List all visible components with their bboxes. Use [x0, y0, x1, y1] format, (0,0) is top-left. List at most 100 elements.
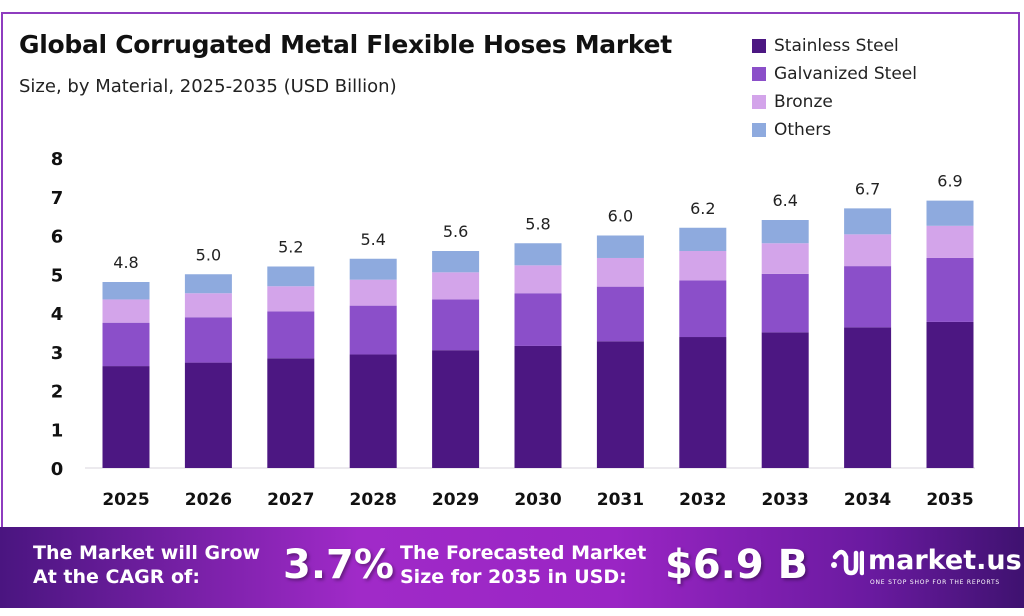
legend-item-others: Others: [752, 116, 917, 144]
brand-logo: market.us ONE STOP SHOP FOR THE REPORTS: [830, 545, 1022, 586]
market-us-logo-icon: [831, 549, 865, 576]
bar-segment-galvanized-steel: [926, 257, 974, 322]
bar-segment-stainless-steel: [267, 358, 315, 468]
bar-segment-bronze: [514, 265, 562, 294]
bar-segment-others: [679, 227, 727, 251]
bar-segment-galvanized-steel: [596, 286, 644, 342]
bar-segment-others: [432, 251, 480, 273]
bar-segment-others: [514, 243, 562, 266]
bar-segment-others: [844, 208, 892, 235]
bar-segment-bronze: [679, 251, 727, 281]
bar-segment-stainless-steel: [926, 321, 974, 468]
bar-segment-others: [184, 274, 232, 294]
bar-total-label: 6.4: [772, 191, 797, 210]
bar-total-label: 4.8: [113, 253, 138, 272]
bar-total-label: 5.8: [525, 214, 550, 233]
bar-segment-galvanized-steel: [514, 293, 562, 346]
legend-item-bronze: Bronze: [752, 88, 917, 116]
bar-segment-bronze: [432, 272, 480, 300]
x-tick-label: 2034: [844, 490, 891, 510]
bar-total-label: 6.2: [690, 199, 715, 218]
legend-swatch: [752, 67, 766, 81]
y-tick-label: 3: [51, 343, 64, 364]
x-tick-label: 2026: [185, 490, 232, 510]
y-tick-label: 8: [51, 149, 64, 170]
bar-total-label: 5.4: [360, 230, 385, 249]
bar-segment-others: [102, 282, 150, 300]
bar-segment-stainless-steel: [679, 337, 727, 468]
chart-title: Global Corrugated Metal Flexible Hoses M…: [19, 30, 672, 59]
bar-segment-bronze: [184, 293, 232, 318]
bar-total-label: 5.2: [278, 238, 303, 257]
cagr-value: 3.7%: [283, 542, 394, 588]
bar-segment-galvanized-steel: [761, 273, 809, 333]
x-tick-label: 2032: [679, 490, 726, 510]
legend-label: Stainless Steel: [774, 36, 899, 56]
bar-segment-others: [761, 220, 809, 244]
legend: Stainless Steel Galvanized Steel Bronze …: [752, 32, 917, 144]
bar-total-label: 5.6: [443, 222, 468, 241]
bar-segment-bronze: [844, 234, 892, 267]
forecast-label-line1: The Forecasted Market: [400, 542, 647, 564]
brand-name: market.us: [868, 545, 1022, 576]
bar-segment-galvanized-steel: [267, 311, 315, 359]
cagr-label-line2: At the CAGR of:: [33, 566, 200, 588]
chart-subtitle: Size, by Material, 2025-2035 (USD Billio…: [19, 76, 397, 97]
bar-segment-stainless-steel: [514, 345, 562, 468]
bar-segment-stainless-steel: [432, 350, 480, 468]
brand-tagline: ONE STOP SHOP FOR THE REPORTS: [870, 579, 1001, 586]
legend-swatch: [752, 39, 766, 53]
x-tick-label: 2027: [267, 490, 314, 510]
bar-segment-stainless-steel: [761, 332, 809, 468]
bar-segment-bronze: [102, 299, 150, 323]
legend-label: Others: [774, 120, 832, 140]
bar-segment-bronze: [926, 225, 974, 258]
bar-segment-bronze: [349, 279, 397, 306]
bar-segment-others: [349, 258, 397, 280]
y-tick-label: 4: [51, 304, 64, 325]
forecast-label-line2: Size for 2035 in USD:: [400, 566, 627, 588]
y-tick-label: 0: [51, 459, 64, 480]
bar-segment-stainless-steel: [596, 341, 644, 468]
x-tick-label: 2035: [926, 490, 973, 510]
bar-segment-stainless-steel: [844, 327, 892, 468]
chart-frame: [1, 12, 1020, 532]
stacked-bar-chart: 0 1 2 3 4 5 6 7 8 4.8 2025 5.0 2026 5.2 2027 5.4 2028 5.6…: [51, 149, 975, 510]
cagr-label: The Market will Grow At the CAGR of:: [33, 541, 260, 589]
x-tick-label: 2031: [597, 490, 644, 510]
x-tick-label: 2029: [432, 490, 479, 510]
bar-segment-galvanized-steel: [102, 322, 150, 367]
legend-label: Galvanized Steel: [774, 64, 917, 84]
bar-segment-galvanized-steel: [679, 280, 727, 338]
bar-segment-bronze: [761, 243, 809, 274]
bar-total-label: 6.0: [608, 207, 633, 226]
cagr-label-line1: The Market will Grow: [33, 542, 261, 564]
legend-swatch: [752, 123, 766, 137]
footer-banner: The Market will Grow At the CAGR of: 3.7…: [0, 527, 1024, 608]
bar-segment-stainless-steel: [349, 354, 397, 468]
x-tick-label: 2025: [102, 490, 149, 510]
y-tick-label: 1: [51, 420, 64, 441]
legend-item-galvanized-steel: Galvanized Steel: [752, 60, 917, 88]
legend-swatch: [752, 95, 766, 109]
bar-segment-stainless-steel: [102, 366, 150, 468]
bar-segment-galvanized-steel: [844, 266, 892, 328]
x-tick-label: 2033: [762, 490, 809, 510]
bar-segment-others: [267, 266, 315, 287]
bar-segment-galvanized-steel: [432, 299, 480, 351]
bar-total-label: 5.0: [196, 245, 221, 264]
y-tick-label: 5: [51, 265, 64, 286]
x-tick-label: 2030: [514, 490, 561, 510]
forecast-value: $6.9 B: [665, 542, 809, 588]
x-tick-label: 2028: [350, 490, 397, 510]
bar-total-label: 6.7: [855, 179, 880, 198]
y-tick-label: 2: [51, 382, 64, 403]
bar-segment-others: [596, 235, 644, 258]
bar-segment-stainless-steel: [184, 362, 232, 468]
legend-label: Bronze: [774, 92, 833, 112]
forecast-label: The Forecasted Market Size for 2035 in U…: [400, 541, 646, 589]
bar-segment-galvanized-steel: [184, 317, 232, 363]
bar-segment-galvanized-steel: [349, 305, 397, 355]
y-tick-label: 6: [51, 227, 64, 248]
y-tick-label: 7: [51, 188, 64, 209]
